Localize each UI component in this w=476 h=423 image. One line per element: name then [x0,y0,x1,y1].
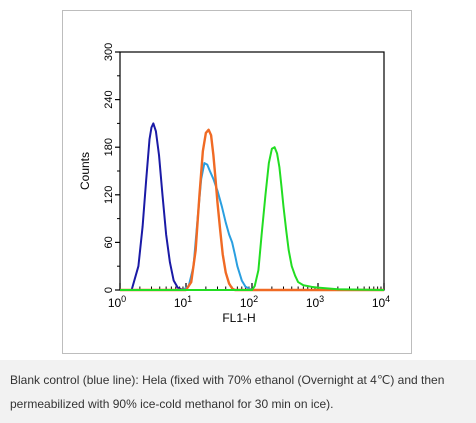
y-tick-label: 240 [103,90,115,108]
x-tick-label: 102 [240,294,258,310]
histogram-series-line [120,128,384,292]
histogram-series-line [120,162,384,291]
figure-caption: Blank control (blue line): Hela (fixed w… [0,360,476,423]
y-tick-label: 180 [103,138,115,156]
y-tick-label: 300 [103,43,115,61]
x-tick-label: 104 [372,294,390,310]
x-tick-label: 103 [306,294,324,310]
x-tick-label: 101 [174,294,192,310]
histogram-chart: 0 60 120 180 240 300 100 101 102 103 104 Counts F… [78,43,390,325]
x-tick-label: 100 [108,294,126,310]
y-tick-label: 60 [103,236,115,248]
y-tick-label: 0 [103,287,115,293]
figure-frame: 0 60 120 180 240 300 100 101 102 103 104 Counts F… [62,10,412,354]
histogram-series-line [130,122,384,291]
histogram-series-line [120,146,385,291]
y-axis-label: Counts [78,152,92,190]
y-tick-label: 120 [103,186,115,204]
x-axis-label: FL1-H [222,311,255,325]
